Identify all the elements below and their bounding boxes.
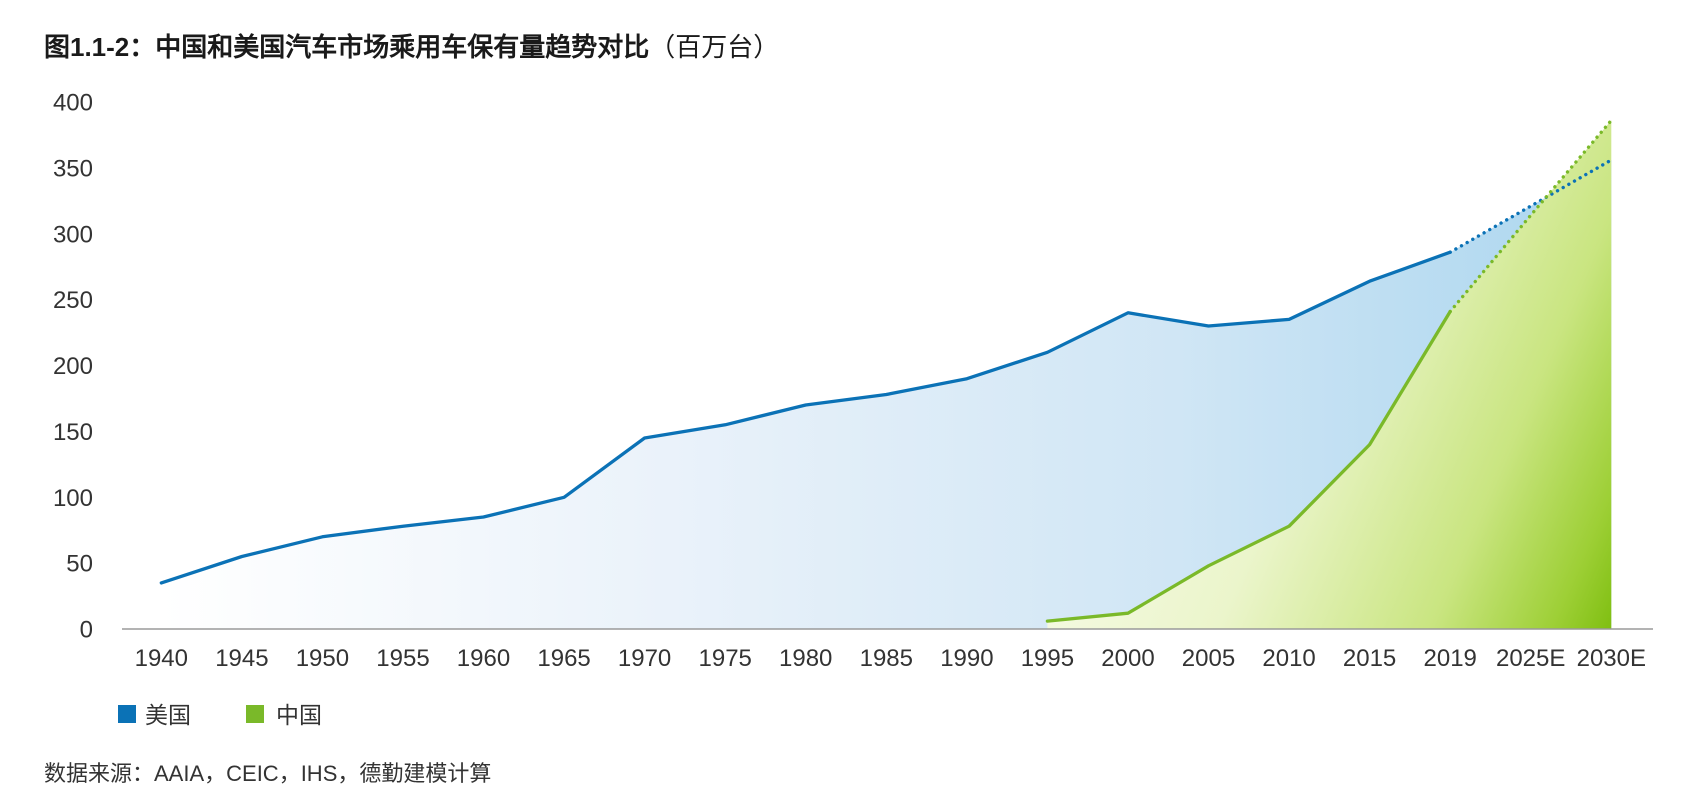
x-tick-label: 1960: [457, 645, 510, 672]
china-line-projection: [1448, 118, 1613, 314]
y-tick-label: 300: [53, 221, 93, 248]
x-tick-label: 2000: [1101, 645, 1154, 672]
x-tick-label: 1965: [537, 645, 590, 672]
chart-title-unit: （百万台）: [649, 32, 779, 62]
x-tick-label: 1975: [699, 645, 752, 672]
x-tick-label: 2010: [1262, 645, 1315, 672]
y-tick-label: 200: [53, 353, 93, 380]
x-tick-label: 1945: [215, 645, 268, 672]
legend-swatch-usa: [118, 705, 136, 723]
y-axis-ticks: 0 50 100 150 200 250 300 350 400: [53, 90, 93, 644]
y-tick-label: 50: [66, 551, 93, 578]
x-tick-label: 1970: [618, 645, 671, 672]
x-tick-label: 2030E: [1577, 645, 1646, 672]
series-lines: [159, 118, 1613, 623]
x-tick-label: 1980: [779, 645, 832, 672]
legend-item-china: 中国: [246, 702, 322, 728]
legend-item-usa: 美国: [118, 702, 191, 728]
x-tick-label: 2019: [1424, 645, 1477, 672]
x-tick-label: 1990: [940, 645, 993, 672]
x-tick-label: 1995: [1021, 645, 1074, 672]
y-tick-label: 350: [53, 155, 93, 182]
y-tick-label: 250: [53, 287, 93, 314]
x-tick-label: 1940: [135, 645, 188, 672]
series-areas: [161, 120, 1612, 630]
y-tick-label: 100: [53, 485, 93, 512]
legend-swatch-china: [246, 705, 264, 723]
x-tick-label: 1985: [860, 645, 913, 672]
x-tick-label: 2005: [1182, 645, 1235, 672]
legend-label-china: 中国: [276, 702, 322, 728]
x-axis-ticks: 1940 1945 1950 1955 1960 1965 1970 1975 1980 1985…: [135, 645, 1646, 672]
usa-line-actual: [159, 250, 1452, 585]
x-tick-label: 1955: [376, 645, 429, 672]
x-tick-label: 2015: [1343, 645, 1396, 672]
legend-label-usa: 美国: [145, 702, 191, 728]
chart-title: 图1.1-2：中国和美国汽车市场乘用车保有量趋势对比（百万台）: [44, 32, 779, 62]
source-note: 数据来源：AAIA，CEIC，IHS，德勤建模计算: [44, 761, 491, 786]
y-tick-label: 0: [80, 617, 93, 644]
x-tick-label: 2025E: [1496, 645, 1565, 672]
y-tick-label: 150: [53, 419, 93, 446]
x-tick-label: 1950: [296, 645, 349, 672]
china-line-actual: [1045, 309, 1452, 623]
legend: 美国 中国: [118, 702, 322, 728]
china-area: [1047, 120, 1612, 630]
usa-line-projection: [1448, 158, 1613, 254]
chart-title-main: 图1.1-2：中国和美国汽车市场乘用车保有量趋势对比: [44, 32, 649, 62]
y-tick-label: 400: [53, 90, 93, 117]
